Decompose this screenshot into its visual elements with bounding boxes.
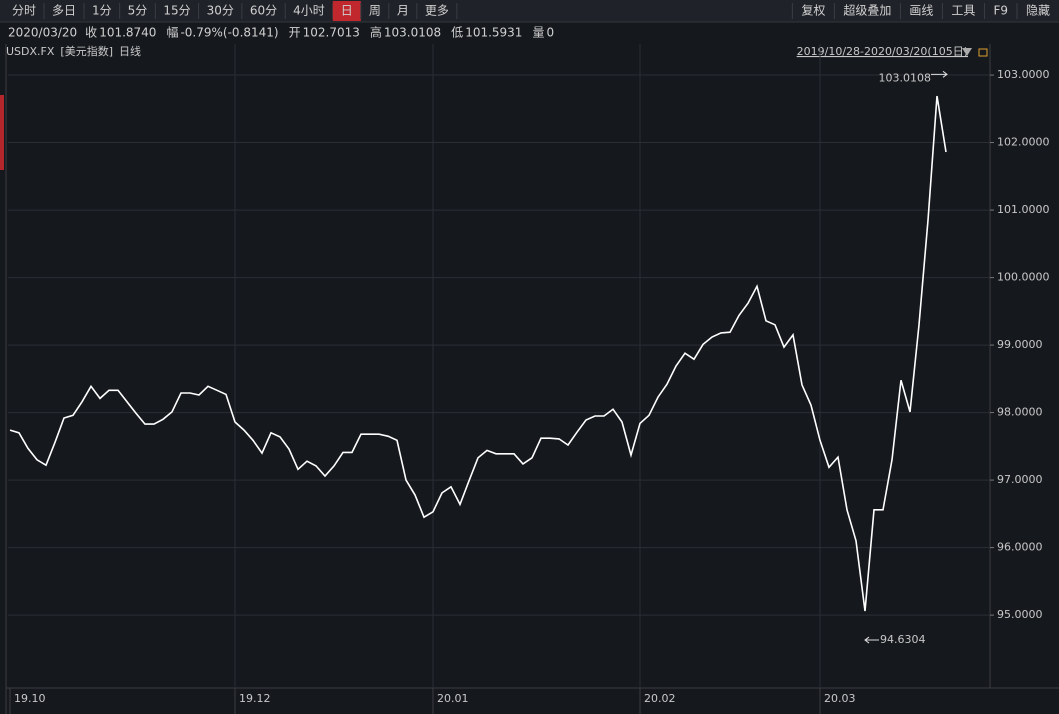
range-dropdown[interactable] [962, 48, 972, 56]
x-tick-label: 19.10 [14, 692, 46, 705]
chart-name: [美元指数] [60, 44, 113, 58]
lock-icon[interactable] [978, 48, 988, 57]
tool-button[interactable]: 隐藏 [1026, 4, 1050, 18]
info-value: 103.0108 [384, 26, 441, 40]
x-tick-label: 19.12 [239, 692, 271, 705]
period-tab[interactable]: 1分 [92, 4, 112, 18]
tool-button[interactable]: 画线 [909, 4, 933, 18]
x-tick-label: 20.01 [437, 692, 469, 705]
y-tick-label: 95.0000 [997, 608, 1043, 621]
info-value: -0.79%(-0.8141) [180, 26, 278, 40]
info-value: 101.8740 [99, 26, 156, 40]
y-tick-label: 103.0000 [997, 68, 1050, 81]
high-arrow [931, 70, 948, 78]
period-tab[interactable]: 30分 [207, 4, 234, 18]
info-label: 幅 [166, 25, 178, 40]
info-value: 102.7013 [303, 26, 360, 40]
info-label: 高 [370, 25, 382, 40]
period-tab[interactable]: 更多 [425, 4, 449, 18]
info-label: 开 [289, 26, 301, 40]
period-tab[interactable]: 5分 [128, 4, 148, 18]
info-date: 2020/03/20 [8, 26, 77, 40]
period-tab[interactable]: 周 [369, 4, 381, 18]
y-tick-label: 97.0000 [997, 473, 1043, 486]
x-tick-label: 20.03 [824, 692, 856, 705]
low-arrow [864, 636, 879, 644]
info-bar [0, 22, 1059, 44]
period-tab[interactable]: 分时 [12, 4, 36, 18]
info-label: 量 [532, 26, 544, 40]
x-tick-label: 20.02 [644, 692, 676, 705]
toolbar [0, 0, 1059, 22]
tool-button[interactable]: 复权 [801, 4, 825, 18]
y-tick-label: 99.0000 [997, 338, 1043, 351]
tool-button[interactable]: 工具 [951, 4, 975, 18]
info-label: 收 [85, 26, 97, 40]
high-label: 103.0108 [879, 71, 932, 84]
period-tab[interactable]: 多日 [52, 4, 76, 18]
period-tab[interactable]: 4小时 [293, 4, 325, 18]
low-label: 94.6304 [880, 633, 926, 646]
period-tab[interactable]: 60分 [250, 4, 277, 18]
info-label: 低 [451, 26, 463, 40]
tool-button[interactable]: 超级叠加 [843, 3, 891, 18]
chart-period: 日线 [119, 44, 141, 58]
active-tab[interactable] [332, 1, 361, 21]
info-value: 0 [546, 26, 554, 40]
period-tab[interactable]: 月 [397, 4, 409, 18]
price-line [9, 95, 947, 612]
side-marker [0, 95, 4, 170]
y-tick-label: 100.0000 [997, 271, 1050, 284]
y-tick-label: 96.0000 [997, 541, 1043, 554]
y-tick-label: 98.0000 [997, 406, 1043, 419]
period-tab[interactable]: 15分 [163, 4, 190, 18]
y-tick-label: 101.0000 [997, 203, 1050, 216]
tool-button[interactable]: F9 [993, 4, 1008, 18]
period-tab[interactable]: 日 [341, 4, 353, 18]
chart-symbol: USDX.FX [6, 45, 55, 58]
info-value: 101.5931 [465, 26, 522, 40]
date-range: 2019/10/28-2020/03/20(105日) [797, 45, 968, 58]
y-tick-label: 102.0000 [997, 136, 1050, 149]
